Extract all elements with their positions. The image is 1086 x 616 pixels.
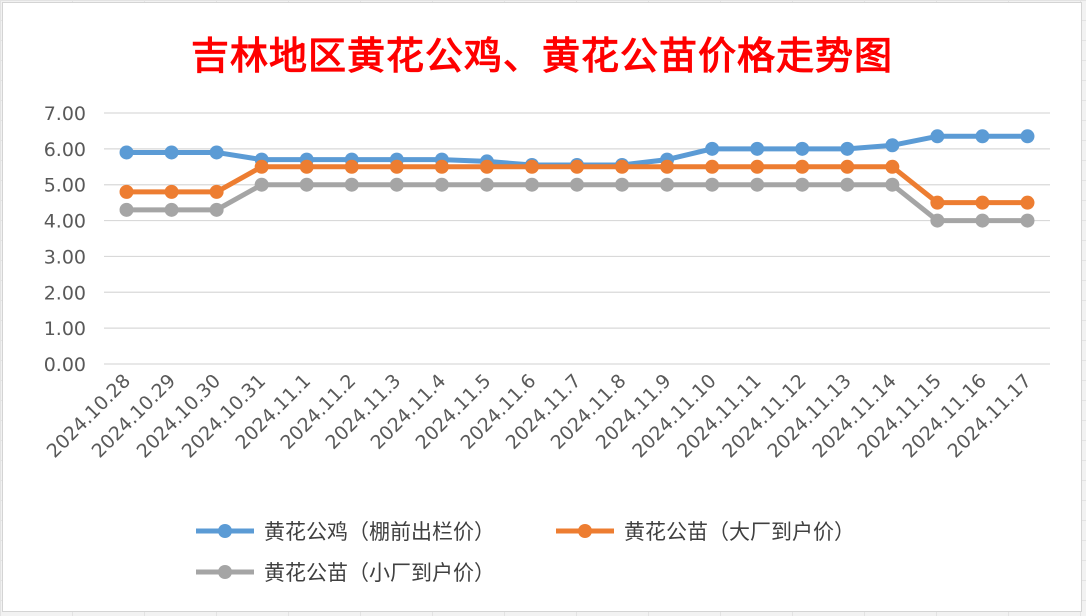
data-point[interactable] bbox=[840, 141, 855, 156]
data-point[interactable] bbox=[119, 202, 134, 217]
data-point[interactable] bbox=[885, 138, 900, 153]
y-tick-label: 0.00 bbox=[44, 354, 86, 376]
data-point[interactable] bbox=[209, 202, 224, 217]
data-point[interactable] bbox=[209, 145, 224, 160]
data-point[interactable] bbox=[299, 177, 314, 192]
data-point[interactable] bbox=[434, 159, 449, 174]
data-point[interactable] bbox=[479, 177, 494, 192]
data-point[interactable] bbox=[119, 145, 134, 160]
data-point[interactable] bbox=[164, 202, 179, 217]
x-axis-ticks: 2024.10.282024.10.292024.10.302024.10.31… bbox=[43, 370, 1036, 462]
data-point[interactable] bbox=[660, 177, 675, 192]
legend-dot-marker bbox=[578, 524, 592, 538]
y-axis-ticks: 0.00 1.00 2.00 3.00 4.00 5.00 6.00 7.00 bbox=[44, 103, 86, 376]
data-point[interactable] bbox=[705, 177, 720, 192]
data-point[interactable] bbox=[840, 177, 855, 192]
y-tick-label: 4.00 bbox=[44, 211, 86, 233]
data-point[interactable] bbox=[660, 159, 675, 174]
data-point[interactable] bbox=[705, 159, 720, 174]
y-tick-label: 5.00 bbox=[44, 175, 86, 197]
gridlines bbox=[104, 112, 1050, 365]
data-point[interactable] bbox=[705, 141, 720, 156]
data-point[interactable] bbox=[479, 159, 494, 174]
data-point[interactable] bbox=[795, 177, 810, 192]
data-point[interactable] bbox=[975, 195, 990, 210]
data-point[interactable] bbox=[750, 177, 765, 192]
data-point[interactable] bbox=[344, 177, 359, 192]
data-point[interactable] bbox=[524, 177, 539, 192]
series-lines bbox=[119, 129, 1035, 228]
data-point[interactable] bbox=[570, 177, 584, 192]
data-point[interactable] bbox=[254, 177, 269, 192]
legend-label: 黄花公苗（小厂到户价） bbox=[264, 561, 495, 585]
data-point[interactable] bbox=[615, 159, 630, 174]
legend-label: 黄花公鸡（棚前出栏价） bbox=[264, 520, 495, 544]
y-tick-label: 7.00 bbox=[44, 103, 86, 125]
data-point[interactable] bbox=[930, 129, 945, 144]
data-point[interactable] bbox=[930, 213, 945, 228]
data-point[interactable] bbox=[164, 184, 179, 199]
data-point[interactable] bbox=[975, 213, 990, 228]
data-point[interactable] bbox=[254, 159, 269, 174]
data-point[interactable] bbox=[795, 141, 810, 156]
data-point[interactable] bbox=[975, 129, 990, 144]
data-point[interactable] bbox=[570, 159, 584, 174]
series-2 bbox=[119, 159, 1035, 210]
data-point[interactable] bbox=[119, 184, 134, 199]
y-tick-label: 6.00 bbox=[44, 139, 86, 161]
data-point[interactable] bbox=[524, 159, 539, 174]
legend-item[interactable]: 黄花公鸡（棚前出栏价） bbox=[196, 520, 495, 544]
data-point[interactable] bbox=[389, 177, 404, 192]
series-3 bbox=[119, 177, 1035, 228]
data-point[interactable] bbox=[750, 159, 765, 174]
data-point[interactable] bbox=[1020, 129, 1035, 144]
legend-item[interactable]: 黄花公苗（大厂到户价） bbox=[556, 520, 855, 544]
data-point[interactable] bbox=[209, 184, 224, 199]
data-point[interactable] bbox=[389, 159, 404, 174]
legend: 黄花公鸡（棚前出栏价） 黄花公苗（大厂到户价） 黄花公苗（小厂到户价） bbox=[196, 520, 855, 585]
data-point[interactable] bbox=[434, 177, 449, 192]
legend-label: 黄花公苗（大厂到户价） bbox=[624, 520, 855, 544]
data-point[interactable] bbox=[344, 159, 359, 174]
data-point[interactable] bbox=[750, 141, 765, 156]
data-point[interactable] bbox=[164, 145, 179, 160]
data-point[interactable] bbox=[615, 177, 630, 192]
legend-dot-marker bbox=[218, 524, 232, 538]
data-point[interactable] bbox=[795, 159, 810, 174]
y-tick-label: 2.00 bbox=[44, 282, 86, 304]
data-point[interactable] bbox=[885, 177, 900, 192]
data-point[interactable] bbox=[1020, 213, 1035, 228]
y-tick-label: 3.00 bbox=[44, 246, 86, 268]
data-point[interactable] bbox=[885, 159, 900, 174]
data-point[interactable] bbox=[930, 195, 945, 210]
legend-item[interactable]: 黄花公苗（小厂到户价） bbox=[196, 561, 495, 585]
chart-title: 吉林地区黄花公鸡、黄花公苗价格走势图 bbox=[190, 33, 893, 78]
data-point[interactable] bbox=[1020, 195, 1035, 210]
data-point[interactable] bbox=[840, 159, 855, 174]
legend-dot-marker bbox=[218, 565, 232, 579]
y-tick-label: 1.00 bbox=[44, 318, 86, 340]
data-point[interactable] bbox=[299, 159, 314, 174]
